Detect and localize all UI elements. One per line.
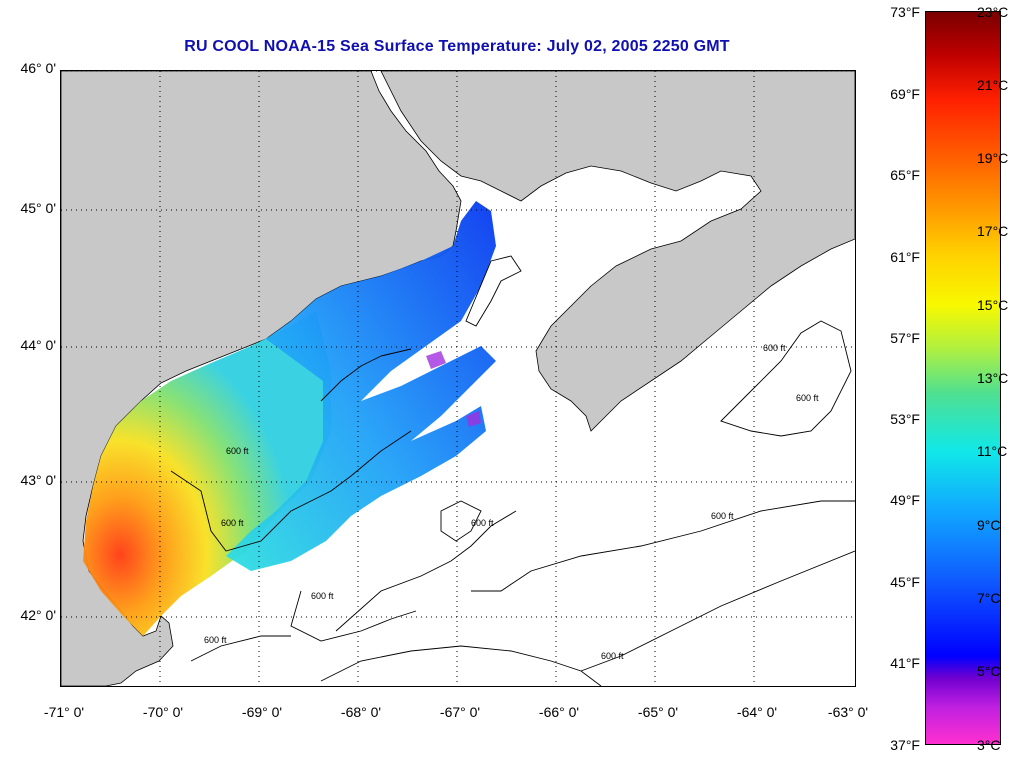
colorbar-c-label: 15°C [977, 297, 1009, 313]
lon-label: -70° 0' [142, 704, 184, 720]
colorbar-f-label: 57°F [890, 330, 920, 346]
sst-map: 600 ft 600 ft 600 ft 600 ft 600 ft 600 f… [60, 70, 856, 687]
colorbar-c-label: 3°C [977, 737, 1001, 753]
colorbar-c-label: 5°C [977, 663, 1001, 679]
contour-label: 600 ft [311, 591, 334, 601]
sst-purple-patch [426, 351, 481, 427]
contour-label: 600 ft [221, 518, 244, 528]
lat-label: 44° 0' [20, 337, 56, 353]
colorbar-f-label: 69°F [890, 86, 920, 102]
map-title: RU COOL NOAA-15 Sea Surface Temperature:… [184, 38, 730, 55]
contour-label: 600 ft [796, 393, 819, 403]
colorbar-f-label: 49°F [890, 492, 920, 508]
contour-labels: 600 ft 600 ft 600 ft 600 ft 600 ft 600 f… [204, 343, 819, 661]
colorbar-c-label: 7°C [977, 590, 1001, 606]
colorbar-c-label: 21°C [977, 77, 1009, 93]
contour-label: 600 ft [471, 518, 494, 528]
colorbar-f-label: 61°F [890, 249, 920, 265]
lon-label: -71° 0' [43, 704, 85, 720]
colorbar-c-label: 23°C [977, 4, 1009, 20]
colorbar-f-label: 53°F [890, 411, 920, 427]
contour-label: 600 ft [204, 635, 227, 645]
colorbar-c-label: 9°C [977, 517, 1001, 533]
lat-label: 45° 0' [20, 200, 56, 216]
colorbar-c-label: 19°C [977, 150, 1009, 166]
colorbar-f-label: 45°F [890, 574, 920, 590]
sst-cool-field [226, 201, 496, 571]
contour-label: 600 ft [711, 511, 734, 521]
colorbar-c-label: 17°C [977, 223, 1009, 239]
contour-label: 600 ft [601, 651, 624, 661]
colorbar-c-label: 11°C [977, 443, 1008, 459]
colorbar-f-label: 65°F [890, 167, 920, 183]
isobath-contours [170, 255, 855, 686]
contour-label: 600 ft [226, 446, 249, 456]
land-new-england [61, 71, 462, 686]
lat-label: 43° 0' [20, 472, 56, 488]
lon-label: -65° 0' [637, 704, 679, 720]
land-maritimes [380, 71, 855, 432]
sst-warm-field [83, 311, 331, 636]
lat-label: 42° 0' [20, 607, 56, 623]
colorbar-f-label: 37°F [890, 737, 920, 753]
colorbar-f-label: 41°F [890, 655, 920, 671]
temperature-colorbar [925, 11, 1001, 745]
colorbar-f-label: 73°F [890, 4, 920, 20]
lon-label: -69° 0' [241, 704, 283, 720]
map-canvas: 600 ft 600 ft 600 ft 600 ft 600 ft 600 f… [61, 71, 855, 686]
colorbar-c-label: 13°C [977, 370, 1009, 386]
lon-label: -67° 0' [439, 704, 481, 720]
lon-label: -66° 0' [538, 704, 580, 720]
lon-label: -68° 0' [340, 704, 382, 720]
lat-label: 46° 0' [20, 60, 56, 76]
lon-label: -64° 0' [736, 704, 778, 720]
contour-label: 600 ft [763, 343, 786, 353]
lon-label: -63° 0' [827, 704, 869, 720]
